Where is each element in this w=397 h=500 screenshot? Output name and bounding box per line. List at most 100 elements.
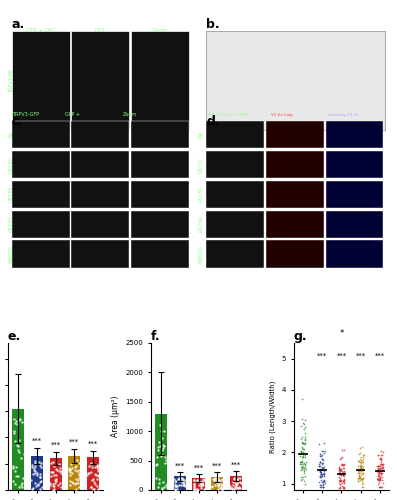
Point [73, 474, 79, 482]
Point [216, 481, 222, 489]
Point [174, 482, 181, 490]
Point [52, 472, 59, 480]
Point [299, 432, 305, 440]
Point [298, 422, 304, 430]
Point [172, 486, 178, 494]
Point [335, 464, 342, 472]
Point [232, 484, 238, 492]
Point [191, 483, 197, 491]
Point [32, 479, 39, 487]
Point [375, 474, 382, 482]
Point [300, 452, 306, 460]
Point [358, 464, 364, 471]
Point [31, 464, 38, 472]
Point [376, 476, 383, 484]
Point [160, 440, 166, 448]
Point [11, 427, 17, 435]
Point [91, 485, 97, 493]
Point [37, 485, 43, 493]
Point [300, 438, 306, 446]
Point [38, 458, 44, 466]
FancyBboxPatch shape [71, 121, 129, 148]
Point [318, 476, 325, 484]
Point [215, 481, 221, 489]
Point [376, 464, 383, 471]
Point [337, 464, 343, 472]
Point [197, 478, 203, 486]
Point [340, 461, 347, 469]
Point [191, 485, 198, 493]
Point [375, 452, 382, 460]
Text: Wt: Wt [9, 132, 14, 138]
Point [49, 458, 56, 466]
Point [158, 427, 165, 435]
Point [93, 470, 99, 478]
Point [300, 448, 306, 456]
Point [298, 466, 304, 474]
Point [18, 418, 25, 426]
Point [302, 472, 308, 480]
Point [299, 458, 305, 466]
Text: G573S: G573S [199, 186, 204, 202]
Point [376, 468, 382, 476]
FancyBboxPatch shape [71, 210, 129, 238]
Point [375, 470, 382, 478]
Point [317, 466, 324, 474]
Point [355, 457, 361, 465]
Text: ***: *** [32, 438, 42, 444]
Point [172, 475, 178, 483]
Point [299, 466, 305, 473]
Point [164, 483, 170, 491]
Point [317, 465, 323, 473]
Point [198, 484, 204, 492]
Point [233, 480, 239, 488]
FancyBboxPatch shape [206, 31, 385, 130]
Point [358, 462, 365, 470]
FancyBboxPatch shape [326, 210, 384, 238]
Point [360, 463, 366, 471]
Point [212, 480, 219, 488]
Point [231, 474, 237, 482]
Point [317, 452, 324, 460]
Point [181, 482, 187, 490]
Point [172, 482, 179, 490]
Point [50, 468, 56, 475]
Point [16, 415, 23, 423]
Point [299, 472, 306, 480]
Point [94, 475, 100, 483]
Text: e.: e. [8, 330, 21, 343]
Point [33, 482, 39, 490]
Point [338, 471, 345, 479]
Point [321, 449, 328, 457]
Point [320, 464, 327, 472]
Point [69, 478, 76, 486]
Point [356, 456, 362, 464]
Point [87, 484, 94, 492]
Point [75, 483, 82, 491]
Point [302, 480, 308, 488]
Point [380, 460, 386, 468]
Point [316, 462, 323, 470]
Point [88, 468, 94, 475]
Point [301, 469, 307, 477]
Text: TRPV3-Wt: TRPV3-Wt [9, 68, 14, 92]
Point [37, 474, 43, 482]
Point [317, 462, 324, 470]
Point [229, 485, 235, 493]
Point [356, 468, 362, 475]
FancyBboxPatch shape [12, 31, 69, 130]
Point [335, 464, 342, 472]
Point [318, 452, 324, 460]
Point [319, 478, 326, 486]
Point [339, 484, 346, 492]
Point [194, 476, 200, 484]
Point [155, 446, 162, 454]
Point [316, 483, 323, 491]
Point [179, 474, 185, 482]
Point [358, 458, 365, 466]
Text: ***: *** [336, 352, 347, 358]
Point [229, 478, 236, 486]
Text: ***: *** [212, 463, 222, 469]
Point [360, 479, 366, 487]
Point [86, 469, 93, 477]
